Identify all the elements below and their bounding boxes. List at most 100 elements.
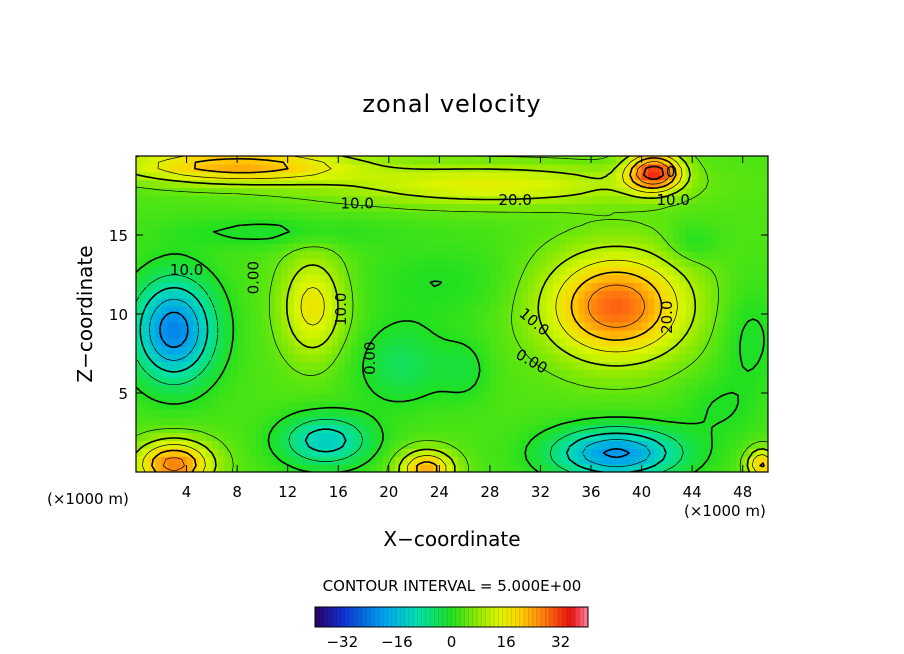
field-cell xyxy=(736,290,744,299)
field-cell xyxy=(395,171,403,181)
field-cell xyxy=(281,163,289,173)
field-cell xyxy=(395,353,403,362)
colorbar-segment xyxy=(404,607,410,627)
field-cell xyxy=(597,432,605,441)
field-cell xyxy=(622,219,630,228)
field-cell xyxy=(331,314,339,323)
field-cell xyxy=(584,400,592,410)
field-cell xyxy=(641,227,649,236)
field-cell xyxy=(350,393,358,402)
field-cell xyxy=(136,369,143,378)
field-cell xyxy=(685,314,693,323)
field-cell xyxy=(186,408,194,418)
field-cell xyxy=(331,274,339,283)
field-cell xyxy=(685,432,693,441)
field-cell xyxy=(395,290,403,299)
field-cell xyxy=(192,179,200,189)
field-cell xyxy=(407,314,415,323)
field-cell xyxy=(578,464,586,472)
field-cell xyxy=(420,306,428,315)
field-cell xyxy=(243,464,251,472)
field-cell xyxy=(761,345,768,355)
field-cell xyxy=(414,250,421,260)
field-cell xyxy=(540,408,548,418)
field-cell xyxy=(723,456,731,465)
field-cell xyxy=(679,219,687,228)
field-cell xyxy=(388,203,396,212)
field-cell xyxy=(540,266,548,276)
field-cell xyxy=(761,156,768,165)
field-cell xyxy=(502,400,510,410)
field-cell xyxy=(452,266,459,276)
field-cell xyxy=(325,298,333,307)
field-cell xyxy=(205,298,213,307)
field-cell xyxy=(218,361,226,370)
field-cell xyxy=(692,464,700,472)
field-cell xyxy=(578,187,586,197)
field-cell xyxy=(161,195,169,204)
field-cell xyxy=(224,290,232,299)
field-cell xyxy=(546,416,554,426)
field-cell xyxy=(546,321,554,331)
field-cell xyxy=(262,187,270,197)
field-cell xyxy=(300,235,308,244)
field-cell xyxy=(363,416,371,426)
field-cell xyxy=(761,163,768,173)
field-cell xyxy=(420,195,428,204)
field-cell xyxy=(736,321,744,331)
field-cell xyxy=(445,187,453,197)
field-cell xyxy=(401,321,409,331)
field-cell xyxy=(331,235,339,244)
field-cell xyxy=(679,440,687,449)
field-cell xyxy=(180,393,188,402)
field-cell xyxy=(647,290,655,299)
field-cell xyxy=(382,227,390,236)
field-cell xyxy=(622,235,630,244)
field-cell xyxy=(654,361,662,370)
field-cell xyxy=(679,416,687,426)
field-cell xyxy=(224,235,232,244)
field-cell xyxy=(553,408,561,418)
field-cell xyxy=(256,369,263,378)
field-cell xyxy=(546,290,554,299)
field-cell xyxy=(186,235,194,244)
field-cell xyxy=(470,179,478,189)
field-cell xyxy=(578,203,586,212)
field-cell xyxy=(281,235,289,244)
field-cell xyxy=(508,211,516,220)
field-cell xyxy=(136,400,143,410)
colorbar-segment xyxy=(502,607,508,627)
field-cell xyxy=(622,195,630,204)
field-cell xyxy=(243,393,251,402)
field-cell xyxy=(610,353,617,362)
field-cell xyxy=(262,306,270,315)
field-cell xyxy=(312,416,320,426)
field-cell xyxy=(736,258,744,268)
field-cell xyxy=(489,156,497,165)
field-cell xyxy=(350,306,358,315)
field-cell xyxy=(749,464,756,472)
field-cell xyxy=(489,377,497,386)
field-cell xyxy=(464,464,472,472)
field-cell xyxy=(369,179,377,189)
field-cell xyxy=(641,448,649,457)
field-cell xyxy=(711,448,719,457)
field-cell xyxy=(711,211,719,220)
field-cell xyxy=(470,408,478,418)
field-cell xyxy=(540,464,548,472)
field-cell xyxy=(224,156,232,165)
field-cell xyxy=(610,329,617,339)
field-cell xyxy=(515,361,523,370)
field-cell xyxy=(723,282,731,291)
field-cell xyxy=(439,266,447,276)
field-cell xyxy=(281,211,289,220)
field-cell xyxy=(628,298,636,307)
field-cell xyxy=(742,242,750,252)
field-cell xyxy=(401,314,409,323)
field-cell xyxy=(338,321,346,331)
field-cell xyxy=(344,163,352,173)
field-cell xyxy=(199,456,207,465)
field-cell xyxy=(433,385,440,394)
field-cell xyxy=(281,227,289,236)
field-cell xyxy=(376,314,384,323)
